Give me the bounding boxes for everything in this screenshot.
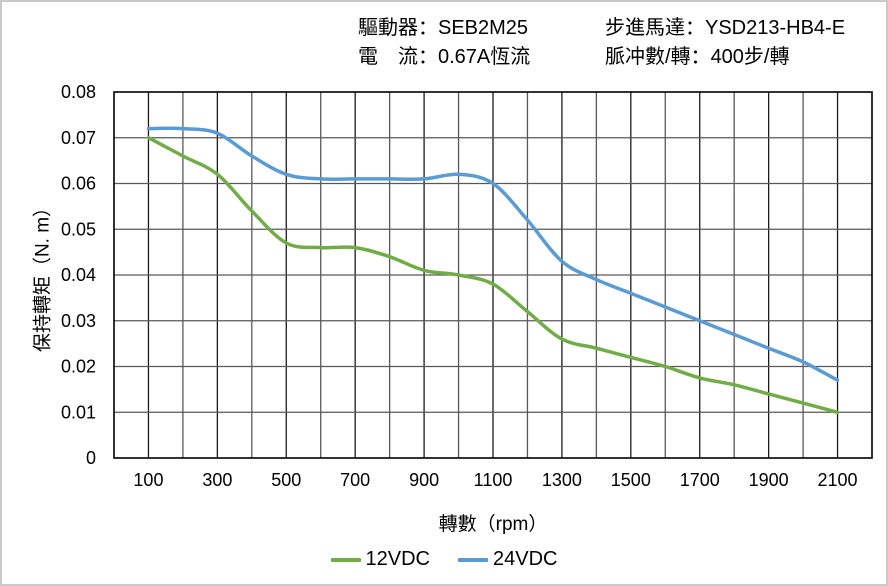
current-value: 0.67A恆流	[438, 46, 531, 68]
y-axis-title: 保持轉矩（N. m）	[32, 197, 54, 353]
x-axis-title: 轉數（rpm）	[438, 514, 548, 535]
motor-label: 步進馬達：	[605, 17, 705, 39]
x-tick-label: 1500	[611, 470, 651, 490]
legend-swatch-24vdc	[458, 557, 488, 562]
driver-spec-line: 驅動器：SEB2M25	[358, 14, 530, 43]
legend: 12VDC 24VDC	[2, 548, 886, 571]
motor-value: YSD213-HB4-E	[705, 17, 846, 39]
driver-label: 驅動器：	[358, 17, 438, 39]
y-tick-label: 0.07	[61, 128, 96, 148]
driver-value: SEB2M25	[438, 17, 529, 39]
x-tick-label: 2100	[818, 470, 858, 490]
series-line-12vdc	[146, 135, 840, 415]
x-tick-label: 500	[271, 470, 301, 490]
x-tick-label: 1300	[542, 470, 582, 490]
x-tick-label: 900	[409, 470, 439, 490]
x-tick-label: 100	[133, 470, 163, 490]
legend-item-12vdc: 12VDC	[330, 548, 430, 571]
legend-label-12vdc: 12VDC	[365, 548, 430, 570]
pulses-value: 400步/轉	[710, 46, 790, 68]
current-spec-line: 電 流：0.67A恆流	[358, 43, 530, 72]
current-label: 電 流：	[358, 46, 438, 68]
legend-swatch-12vdc	[330, 557, 361, 562]
y-tick-label: 0.03	[61, 311, 96, 331]
y-tick-label: 0.01	[61, 402, 96, 422]
y-tick-label: 0.08	[61, 82, 96, 102]
y-tick-label: 0.04	[61, 265, 96, 285]
motor-spec-line: 步進馬達：YSD213-HB4-E	[605, 14, 845, 43]
plot-border	[113, 91, 873, 459]
x-tick-label: 300	[202, 470, 232, 490]
pulses-label: 脈冲數/轉：	[605, 46, 711, 68]
legend-item-24vdc: 24VDC	[458, 548, 557, 571]
y-tick-label: 0.06	[61, 174, 96, 194]
x-tick-label: 1700	[680, 470, 720, 490]
pulses-spec-line: 脈冲數/轉：400步/轉	[605, 43, 845, 72]
header-left-column: 驅動器：SEB2M25 電 流：0.67A恆流	[358, 14, 530, 72]
legend-label-24vdc: 24VDC	[493, 548, 558, 570]
y-tick-label: 0.05	[61, 219, 96, 239]
x-tick-label: 1100	[474, 470, 513, 490]
x-tick-label: 1900	[749, 470, 789, 490]
series-line-24vdc	[146, 126, 840, 382]
y-tick-label: 0	[86, 448, 96, 468]
x-tick-label: 700	[340, 470, 370, 490]
header-right-column: 步進馬達：YSD213-HB4-E 脈冲數/轉：400步/轉	[605, 14, 845, 72]
y-tick-label: 0.02	[61, 357, 96, 377]
